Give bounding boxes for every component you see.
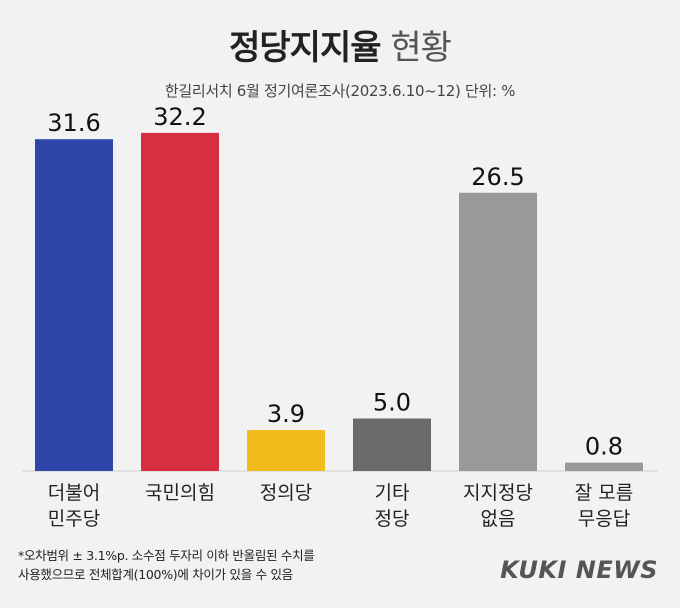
value-label-4: 26.5 xyxy=(471,163,524,191)
category-label-2-line-0: 정의당 xyxy=(260,482,312,504)
category-label-4-line-1: 없음 xyxy=(481,508,516,530)
category-label-3-line-1: 정당 xyxy=(375,508,410,530)
footnote: *오차범위 ± 3.1%p. 소수점 두자리 이하 반올림된 수치를 사용했으므… xyxy=(18,546,315,584)
footnote-line-1: *오차범위 ± 3.1%p. 소수점 두자리 이하 반올림된 수치를 xyxy=(18,548,315,563)
kuki-news-logo: KUKI NEWS xyxy=(500,556,658,584)
category-label-4-line-0: 지지정당 xyxy=(463,482,533,504)
value-label-3: 5.0 xyxy=(373,389,411,417)
chart-subtitle: 한길리서치 6월 정기여론조사(2023.6.10~12) 단위: % xyxy=(164,82,516,100)
value-label-5: 0.8 xyxy=(585,433,623,461)
value-label-0: 31.6 xyxy=(47,109,100,137)
category-label-0-line-1: 민주당 xyxy=(48,508,100,530)
bar-4 xyxy=(459,192,537,471)
category-label-0-line-0: 더불어 xyxy=(48,482,100,504)
category-label-3-line-0: 기타 xyxy=(375,482,410,504)
category-label-1-line-0: 국민의힘 xyxy=(145,482,215,504)
footnote-line-2: 사용했으므로 전체합계(100%)에 차이가 있을 수 있음 xyxy=(18,567,293,582)
bar-1 xyxy=(141,132,219,471)
bar-3 xyxy=(353,418,431,471)
value-label-1: 32.2 xyxy=(153,103,206,131)
bar-5 xyxy=(565,462,643,471)
chart-title-main: 정당지지율 xyxy=(229,28,381,68)
category-label-5-line-0: 잘 모름 xyxy=(575,482,633,504)
chart-title: 정당지지율 현황 xyxy=(0,20,680,69)
bar-0 xyxy=(35,139,113,471)
value-label-2: 3.9 xyxy=(267,400,305,428)
bar-2 xyxy=(247,430,325,471)
chart-title-suffix: 현황 xyxy=(390,28,452,68)
category-label-5-line-1: 무응답 xyxy=(578,508,630,530)
